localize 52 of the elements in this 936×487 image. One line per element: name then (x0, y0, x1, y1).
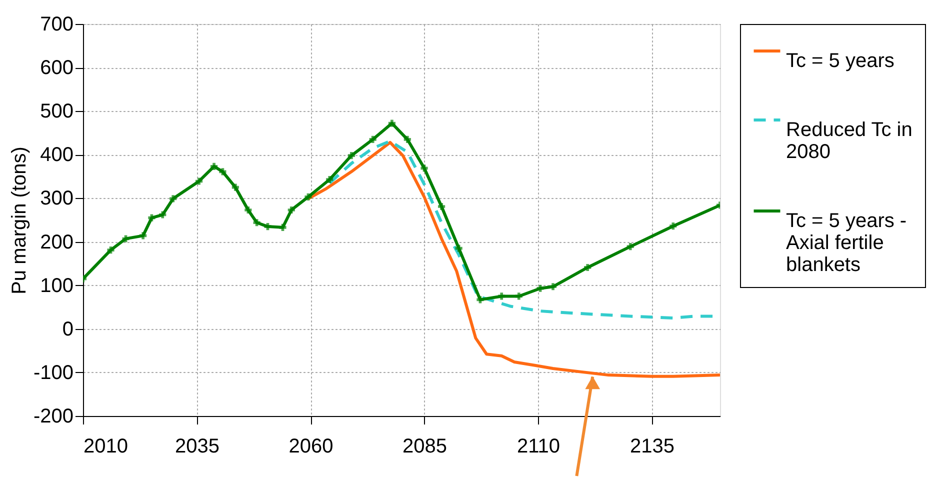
point (122, 235, 130, 242)
point (304, 193, 312, 200)
point (244, 206, 252, 214)
point (515, 292, 522, 300)
point (195, 178, 203, 185)
point (148, 214, 156, 222)
x-tick-label: 2135 (630, 436, 674, 458)
y-tick-label: -200 (33, 406, 74, 428)
point (264, 222, 272, 230)
point (388, 120, 396, 127)
point (498, 292, 506, 300)
point (536, 284, 544, 292)
point (584, 264, 592, 272)
point (326, 176, 334, 184)
point (549, 283, 557, 290)
y-tick-label: 100 (40, 274, 74, 297)
x-tick-label: 2060 (288, 436, 334, 458)
point (438, 202, 446, 210)
y-tick-label: 500 (40, 100, 74, 123)
point (107, 246, 114, 254)
x-tick-label: 2085 (402, 436, 447, 458)
y-tick-label: 600 (40, 57, 74, 80)
y-tick-label: 400 (40, 144, 74, 166)
point (232, 184, 239, 191)
y-axis-title: Pu margin (tons) (8, 146, 30, 294)
point (670, 222, 677, 230)
y-tick-label: 700 (40, 14, 74, 36)
point (348, 152, 355, 160)
point (404, 136, 411, 143)
x-tick-label: 2110 (516, 436, 560, 458)
point (288, 206, 295, 214)
legend-label: Tc = 5 years (786, 50, 894, 72)
point (253, 219, 260, 226)
y-tick-label: 0 (62, 318, 74, 340)
point (210, 162, 218, 170)
legend-label: Tc = 5 years - Axial fertile blankets (786, 210, 907, 276)
point (279, 224, 286, 231)
point (159, 211, 166, 218)
point (476, 296, 484, 304)
y-tick-label: 200 (40, 231, 74, 254)
point (626, 243, 634, 250)
point (420, 164, 428, 172)
point (140, 232, 147, 240)
x-tick-label: 2010 (84, 436, 128, 458)
point (455, 244, 462, 252)
point (170, 195, 177, 202)
y-tick-label: -100 (33, 362, 74, 384)
point (219, 168, 226, 176)
legend-label: Reduced Tc in 2080 (786, 119, 912, 163)
point (369, 136, 376, 143)
x-tick-label: 2035 (175, 436, 220, 458)
y-tick-label: 300 (40, 188, 74, 210)
